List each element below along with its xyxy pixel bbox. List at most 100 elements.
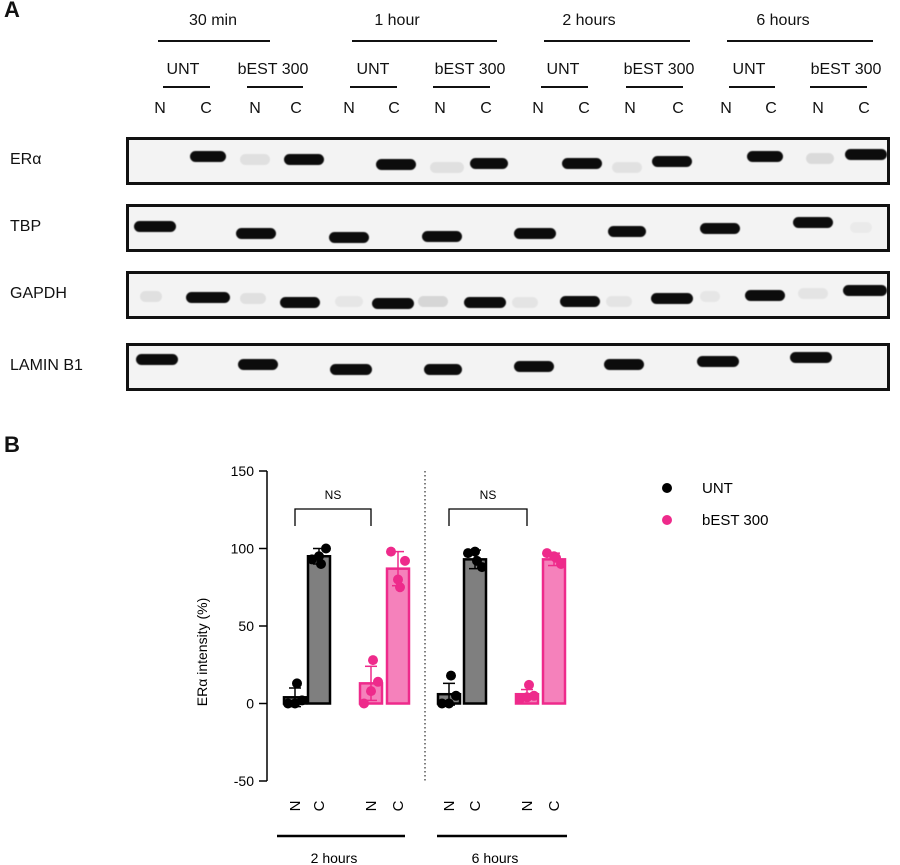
blot-label: GAPDH: [10, 285, 67, 302]
fraction-label: N: [624, 100, 636, 117]
band: [745, 290, 785, 301]
data-point: [529, 690, 539, 701]
data-point: [366, 686, 376, 697]
x-tick-label: N: [519, 801, 536, 812]
bar: [462, 558, 488, 705]
treatment-label: bEST 300: [237, 61, 309, 78]
fraction-label: N: [532, 100, 544, 117]
data-point: [368, 655, 378, 666]
band: [418, 296, 448, 307]
data-point: [451, 690, 461, 701]
blot-label: LAMIN B1: [10, 357, 83, 374]
treatment-underline: [433, 86, 490, 88]
bar: [306, 555, 332, 705]
fraction-label: N: [434, 100, 446, 117]
band: [190, 151, 226, 162]
y-tick-label: 150: [231, 463, 255, 479]
x-tick-label: N: [441, 801, 458, 812]
bar: [541, 558, 567, 705]
data-point: [316, 559, 326, 569]
treatment-label: UNT: [732, 61, 766, 78]
x-tick-label: C: [546, 800, 563, 811]
treatment-underline: [626, 86, 683, 88]
data-point: [321, 543, 331, 554]
band: [560, 296, 600, 307]
significance-bracket: [294, 508, 372, 526]
y-tick-label: 50: [238, 618, 254, 634]
band: [845, 149, 887, 160]
data-point: [314, 551, 324, 562]
treatment-underline: [810, 86, 867, 88]
band: [240, 154, 270, 165]
panel-a-letter: A: [4, 0, 20, 22]
timepoint-label: 30 min: [188, 12, 238, 29]
treatment-label: bEST 300: [623, 61, 695, 78]
fraction-label: C: [480, 100, 492, 117]
timepoint-label: 1 hour: [374, 12, 420, 29]
band: [604, 359, 644, 370]
band: [612, 162, 642, 173]
x-tick-label: C: [390, 800, 407, 811]
band: [790, 352, 832, 363]
x-tick-label: N: [287, 801, 304, 812]
timepoint-underline: [158, 40, 270, 42]
band: [470, 158, 508, 169]
band: [514, 228, 556, 239]
data-point: [395, 582, 405, 593]
panel-b-letter: B: [4, 432, 20, 457]
band: [798, 288, 828, 299]
data-point: [470, 546, 480, 557]
fraction-label: C: [765, 100, 777, 117]
data-point: [393, 574, 403, 585]
fraction-label: C: [290, 100, 302, 117]
band: [372, 298, 414, 309]
treatment-underline: [163, 86, 210, 88]
fraction-label: N: [343, 100, 355, 117]
group-label: 6 hours: [472, 850, 519, 865]
band: [330, 364, 372, 375]
timepoint-underline: [727, 40, 873, 42]
data-point: [386, 546, 396, 557]
data-point: [551, 552, 561, 563]
band: [806, 153, 834, 164]
band: [140, 291, 162, 302]
blot-4: [126, 343, 890, 391]
y-tick-label: 0: [246, 696, 254, 712]
data-point: [373, 676, 383, 687]
blot-label: ERα: [10, 151, 42, 168]
timepoint-label: 2 hours: [562, 12, 616, 29]
legend-marker: [662, 483, 672, 493]
band: [608, 226, 646, 237]
fraction-label: C: [858, 100, 870, 117]
band: [422, 231, 462, 242]
data-point: [400, 555, 410, 566]
data-point: [472, 555, 482, 566]
band: [240, 293, 266, 304]
data-point: [292, 678, 302, 689]
band: [136, 354, 178, 365]
treatment-underline: [350, 86, 397, 88]
band: [236, 228, 276, 239]
x-tick-label: N: [363, 801, 380, 812]
band: [280, 297, 320, 308]
band: [329, 232, 369, 243]
fraction-label: N: [720, 100, 732, 117]
blot-3: [126, 271, 890, 319]
band: [512, 297, 538, 308]
data-point: [283, 698, 293, 709]
band: [651, 293, 693, 304]
data-point: [444, 698, 454, 709]
band: [376, 159, 416, 170]
legend-label: UNT: [702, 480, 733, 497]
x-tick-label: C: [311, 800, 328, 811]
significance-bracket: [448, 508, 528, 526]
data-point: [359, 698, 369, 709]
band: [430, 162, 464, 173]
legend-marker: [662, 515, 672, 525]
band: [186, 292, 230, 303]
treatment-underline: [729, 86, 775, 88]
treatment-label: UNT: [546, 61, 580, 78]
band: [652, 156, 692, 167]
treatment-label: UNT: [356, 61, 390, 78]
